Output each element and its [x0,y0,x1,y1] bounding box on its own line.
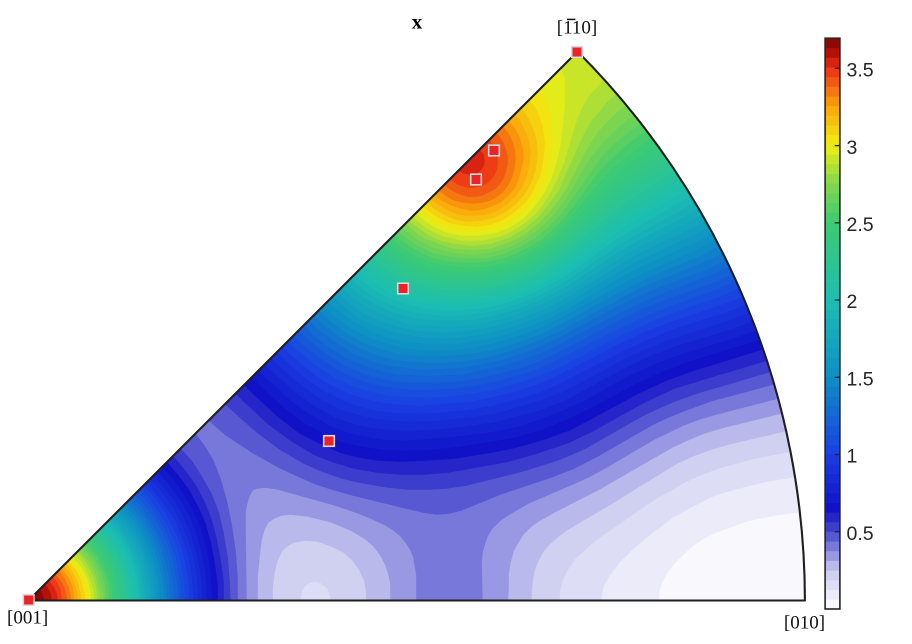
svg-text:3.5: 3.5 [847,60,874,82]
svg-text:1.5: 1.5 [847,369,874,391]
svg-text:[110]: [110] [557,18,597,39]
svg-text:1: 1 [847,446,858,468]
svg-text:[001]: [001] [7,608,48,629]
svg-text:x: x [412,10,423,34]
svg-text:[010]: [010] [784,613,825,634]
svg-text:3: 3 [847,137,858,159]
svg-text:0.5: 0.5 [847,523,874,545]
svg-text:2: 2 [847,291,858,313]
svg-text:2.5: 2.5 [847,214,874,236]
